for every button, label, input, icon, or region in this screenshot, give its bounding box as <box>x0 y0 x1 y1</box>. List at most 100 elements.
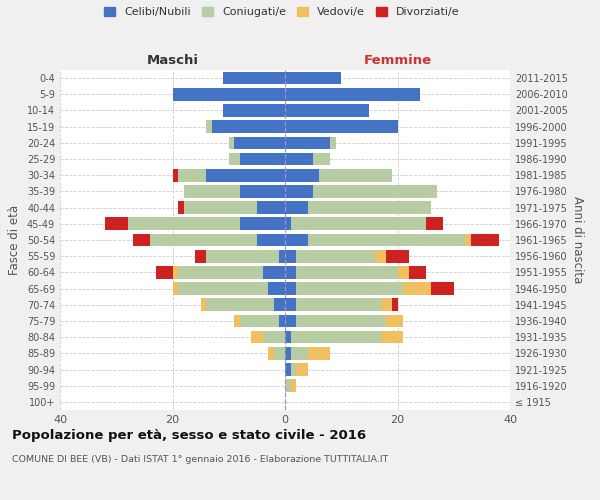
Bar <box>285 331 290 344</box>
Bar <box>380 331 403 344</box>
Bar <box>470 234 499 246</box>
Bar <box>285 136 330 149</box>
Bar <box>285 266 296 278</box>
Bar <box>251 331 263 344</box>
Bar <box>392 298 398 311</box>
Bar <box>285 282 296 295</box>
Bar <box>296 266 398 278</box>
Bar <box>206 298 274 311</box>
Bar <box>296 250 375 262</box>
Bar <box>425 218 443 230</box>
Bar <box>290 218 425 230</box>
Bar <box>206 250 280 262</box>
Bar <box>465 234 470 246</box>
Bar <box>296 314 386 328</box>
Bar <box>173 88 285 101</box>
Bar <box>285 169 319 181</box>
Bar <box>173 282 178 295</box>
Bar <box>178 169 206 181</box>
Bar <box>285 250 296 262</box>
Bar <box>285 202 308 214</box>
Bar <box>173 169 178 181</box>
Bar <box>155 266 173 278</box>
Bar <box>285 298 296 311</box>
Bar <box>290 331 380 344</box>
Bar <box>229 136 235 149</box>
Bar <box>290 347 308 360</box>
Bar <box>268 347 274 360</box>
Bar <box>290 380 296 392</box>
Bar <box>308 347 330 360</box>
Bar <box>313 152 330 166</box>
Bar <box>296 282 403 295</box>
Bar <box>330 136 335 149</box>
Bar <box>280 314 285 328</box>
Bar <box>105 218 128 230</box>
Text: Maschi: Maschi <box>146 54 199 67</box>
Bar <box>235 136 285 149</box>
Bar <box>285 120 398 133</box>
Y-axis label: Fasce di età: Fasce di età <box>8 205 21 275</box>
Bar <box>178 202 184 214</box>
Bar <box>274 298 285 311</box>
Bar <box>173 266 178 278</box>
Bar <box>263 266 285 278</box>
Bar <box>285 88 420 101</box>
Bar <box>206 120 212 133</box>
Bar <box>285 234 308 246</box>
Bar <box>235 314 240 328</box>
Bar <box>313 185 437 198</box>
Bar <box>403 282 431 295</box>
Bar <box>280 250 285 262</box>
Bar <box>178 266 263 278</box>
Bar <box>285 152 313 166</box>
Bar <box>195 250 206 262</box>
Bar <box>212 120 285 133</box>
Y-axis label: Anni di nascita: Anni di nascita <box>571 196 584 284</box>
Bar <box>386 314 403 328</box>
Bar <box>128 218 240 230</box>
Bar <box>409 266 425 278</box>
Legend: Celibi/Nubili, Coniugati/e, Vedovi/e, Divorziati/e: Celibi/Nubili, Coniugati/e, Vedovi/e, Di… <box>100 2 464 22</box>
Bar <box>308 202 431 214</box>
Bar <box>296 363 308 376</box>
Bar <box>274 347 285 360</box>
Bar <box>285 72 341 85</box>
Bar <box>285 314 296 328</box>
Bar <box>263 331 285 344</box>
Bar <box>223 72 285 85</box>
Text: Femmine: Femmine <box>364 54 431 67</box>
Bar <box>308 234 465 246</box>
Bar <box>240 185 285 198</box>
Bar <box>285 380 290 392</box>
Bar <box>133 234 150 246</box>
Text: Popolazione per età, sesso e stato civile - 2016: Popolazione per età, sesso e stato civil… <box>12 430 366 442</box>
Bar <box>178 282 268 295</box>
Bar <box>319 169 392 181</box>
Bar <box>240 314 280 328</box>
Bar <box>200 298 206 311</box>
Bar <box>184 185 240 198</box>
Bar <box>240 218 285 230</box>
Bar <box>380 298 392 311</box>
Bar <box>257 234 285 246</box>
Bar <box>257 202 285 214</box>
Bar <box>223 104 285 117</box>
Bar <box>206 169 285 181</box>
Bar <box>285 347 290 360</box>
Bar <box>296 298 380 311</box>
Bar <box>229 152 240 166</box>
Bar <box>285 218 290 230</box>
Bar <box>285 104 370 117</box>
Bar <box>268 282 285 295</box>
Text: COMUNE DI BEE (VB) - Dati ISTAT 1° gennaio 2016 - Elaborazione TUTTITALIA.IT: COMUNE DI BEE (VB) - Dati ISTAT 1° genna… <box>12 455 388 464</box>
Bar <box>431 282 454 295</box>
Bar <box>150 234 257 246</box>
Bar <box>184 202 257 214</box>
Bar <box>386 250 409 262</box>
Bar <box>398 266 409 278</box>
Bar <box>375 250 386 262</box>
Bar <box>285 185 313 198</box>
Bar <box>290 363 296 376</box>
Bar <box>240 152 285 166</box>
